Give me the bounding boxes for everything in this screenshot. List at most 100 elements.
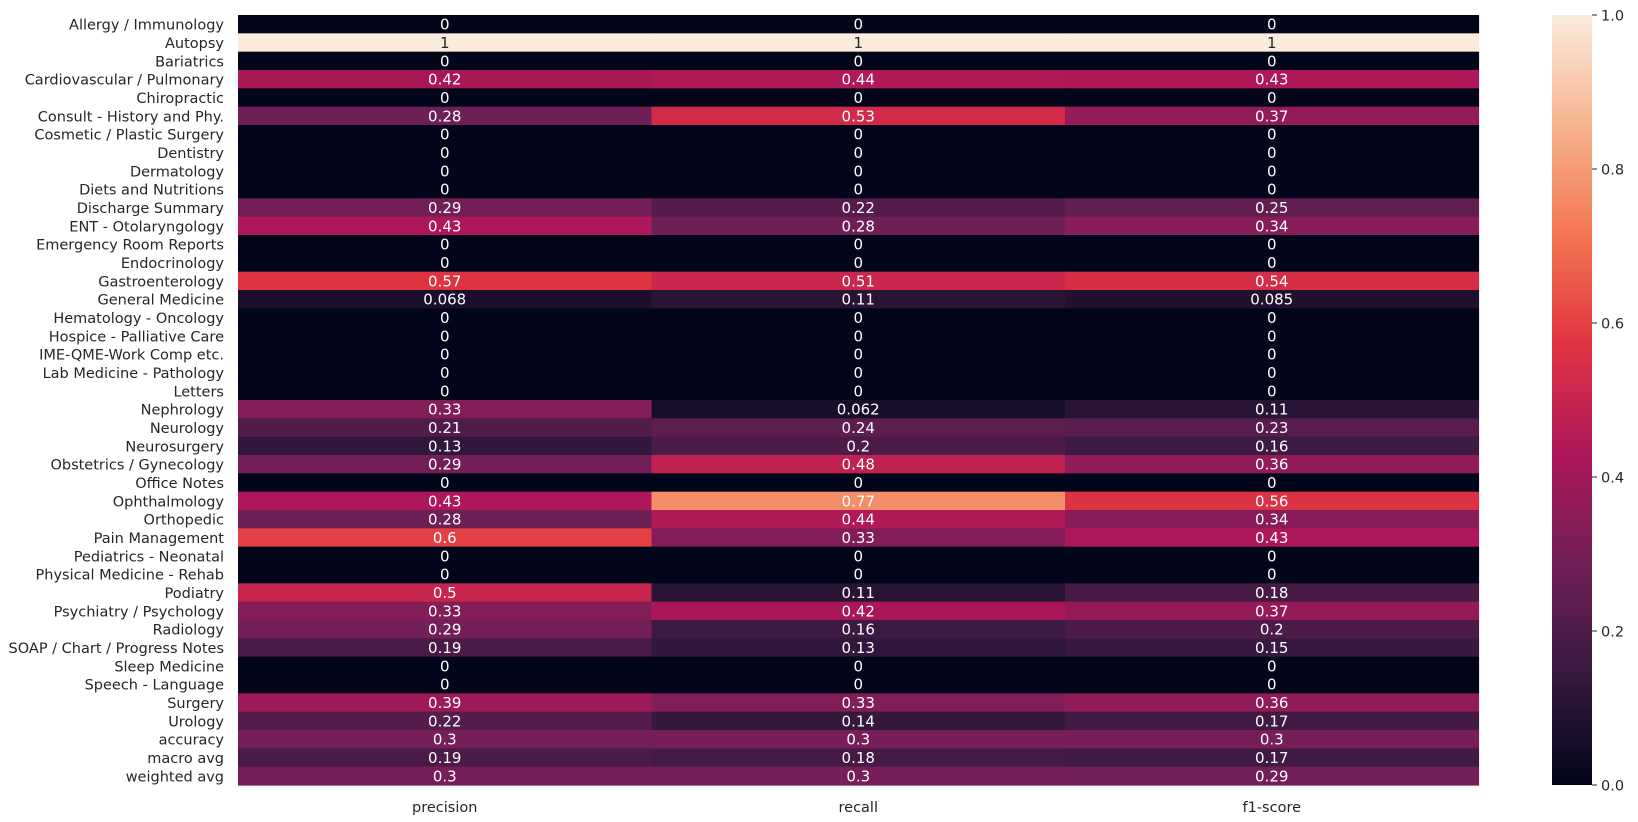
cell-value-label: 0 bbox=[440, 346, 450, 364]
heatmap-cell bbox=[238, 510, 653, 529]
cell-value-label: 0.28 bbox=[428, 107, 461, 125]
colorbar-tick-label: 0.2 bbox=[1601, 625, 1624, 641]
heatmap-cell bbox=[651, 473, 1066, 493]
heatmap-cell bbox=[1065, 253, 1480, 273]
cell-value-label: 0 bbox=[1267, 181, 1277, 199]
heatmap-cell bbox=[1065, 565, 1480, 584]
colorbar-ticks: 0.0 0.2 0.4 0.6 0.8 1.0 bbox=[1592, 9, 1624, 795]
cell-value-label: 0 bbox=[440, 162, 450, 180]
heatmap-cell bbox=[238, 290, 653, 309]
row-tick-label: Pain Management bbox=[94, 531, 225, 547]
cell-value-label: 0.29 bbox=[428, 199, 461, 217]
cell-value-label: 0.3 bbox=[433, 767, 457, 785]
cell-value-label: 0.19 bbox=[428, 639, 461, 657]
heatmap-cell bbox=[651, 180, 1066, 199]
cell-value-label: 0.77 bbox=[842, 492, 875, 510]
cell-value-label: 0.33 bbox=[428, 602, 461, 620]
heatmap-cell bbox=[238, 308, 653, 328]
row-tick-label: Speech - Language bbox=[85, 678, 225, 694]
row-tick-label: weighted avg bbox=[126, 769, 224, 785]
row-tick-label: Ophthalmology bbox=[113, 494, 225, 510]
cell-value-label: 0 bbox=[853, 346, 863, 364]
cell-value-label: 0.11 bbox=[1255, 401, 1288, 419]
cell-value-label: 0.11 bbox=[842, 584, 875, 602]
row-tick-label: Office Notes bbox=[135, 476, 224, 492]
heatmap-cell bbox=[238, 253, 653, 273]
heatmap-cell bbox=[651, 15, 1066, 34]
cell-value-label: 0 bbox=[853, 547, 863, 565]
row-tick-label: Nephrology bbox=[141, 403, 225, 419]
cell-value-label: 0 bbox=[440, 309, 450, 327]
cell-value-label: 0.17 bbox=[1255, 749, 1288, 767]
cell-value-label: 0.25 bbox=[1255, 199, 1288, 217]
cell-value-label: 0.068 bbox=[423, 291, 466, 309]
colorbar bbox=[1552, 15, 1592, 785]
heatmap-cell bbox=[651, 400, 1066, 419]
heatmap-cell bbox=[1065, 638, 1480, 658]
heatmap-cell bbox=[651, 711, 1066, 731]
heatmap-cell bbox=[651, 326, 1066, 346]
cell-value-label: 0.13 bbox=[428, 437, 461, 455]
row-tick-label: General Medicine bbox=[97, 293, 224, 309]
cell-value-label: 0 bbox=[853, 474, 863, 492]
heatmap-cell bbox=[651, 455, 1066, 474]
heatmap-cell bbox=[651, 601, 1066, 621]
heatmap-cell bbox=[238, 400, 653, 419]
row-tick-label: Dentistry bbox=[157, 146, 224, 162]
cell-value-label: 0 bbox=[853, 309, 863, 327]
heatmap-cell bbox=[1065, 436, 1480, 456]
heatmap-cell bbox=[238, 235, 653, 254]
heatmap-cell bbox=[1065, 693, 1480, 713]
cell-value-label: 0 bbox=[853, 566, 863, 584]
cell-value-label: 0 bbox=[440, 382, 450, 400]
cell-value-label: 0 bbox=[853, 89, 863, 107]
cell-value-label: 0.56 bbox=[1255, 492, 1288, 510]
heatmap-cell bbox=[238, 125, 653, 144]
heatmap-cell bbox=[238, 748, 653, 768]
cell-value-label: 0 bbox=[1267, 89, 1277, 107]
cell-value-label: 0.33 bbox=[842, 529, 875, 547]
heatmap-cell bbox=[238, 51, 653, 71]
heatmap-cell bbox=[238, 216, 653, 236]
heatmap-cell bbox=[651, 70, 1066, 89]
cell-value-label: 0.39 bbox=[428, 694, 461, 712]
cell-value-label: 0.17 bbox=[1255, 712, 1288, 730]
cell-value-label: 0.3 bbox=[433, 731, 457, 749]
heatmap-cell bbox=[1065, 400, 1480, 419]
heatmap-cell bbox=[651, 106, 1066, 126]
heatmap-cell bbox=[1065, 418, 1480, 438]
cell-value-label: 0 bbox=[853, 52, 863, 70]
row-tick-label: accuracy bbox=[159, 733, 225, 749]
heatmap-cell bbox=[238, 528, 653, 548]
heatmap-cell bbox=[1065, 308, 1480, 328]
heatmap-cell bbox=[1065, 730, 1480, 749]
heatmap-cell bbox=[238, 326, 653, 346]
heatmap-cell bbox=[1065, 143, 1480, 163]
cell-value-label: 0.15 bbox=[1255, 639, 1288, 657]
cell-value-label: 0.29 bbox=[1255, 767, 1288, 785]
row-tick-label: Urology bbox=[168, 714, 224, 730]
heatmap-cell bbox=[651, 363, 1066, 383]
cell-value-label: 0.57 bbox=[428, 272, 461, 290]
row-tick-label: Allergy / Immunology bbox=[69, 18, 224, 34]
heatmap-cell bbox=[238, 418, 653, 438]
heatmap-cell bbox=[238, 381, 653, 401]
cell-value-label: 0 bbox=[440, 89, 450, 107]
row-tick-label: Diets and Nutritions bbox=[79, 183, 224, 199]
cell-value-label: 0 bbox=[1267, 162, 1277, 180]
cell-value-label: 0.34 bbox=[1255, 217, 1288, 235]
heatmap-cell bbox=[651, 290, 1066, 309]
cell-value-label: 0 bbox=[440, 144, 450, 162]
cell-value-label: 1 bbox=[853, 34, 863, 52]
colorbar-tick-label: 0.8 bbox=[1601, 163, 1624, 179]
heatmap-cell bbox=[238, 88, 653, 108]
row-tick-label: Podiatry bbox=[165, 586, 225, 602]
heatmap-cell bbox=[238, 491, 653, 511]
cell-value-label: 0 bbox=[440, 474, 450, 492]
cell-value-label: 0.6 bbox=[433, 529, 457, 547]
row-tick-label: Lab Medicine - Pathology bbox=[43, 366, 225, 382]
heatmap-cell bbox=[651, 583, 1066, 603]
colorbar-tick-label: 0.0 bbox=[1601, 779, 1624, 795]
cell-value-label: 0 bbox=[853, 162, 863, 180]
